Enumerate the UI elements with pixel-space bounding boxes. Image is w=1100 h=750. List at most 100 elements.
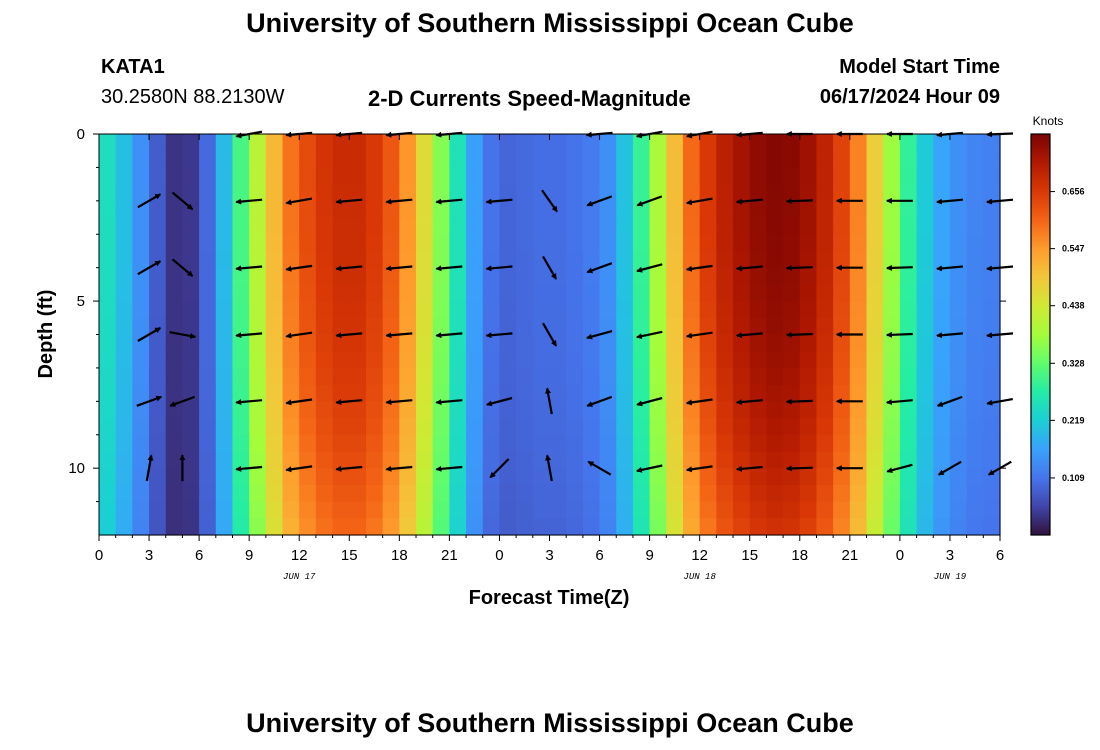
heatmap-cell	[599, 267, 617, 285]
heatmap-cell	[99, 334, 117, 352]
current-vector	[435, 399, 463, 406]
heatmap-cell	[582, 384, 601, 402]
current-vector	[735, 332, 763, 339]
heatmap-cell	[199, 351, 217, 369]
heatmap-cell	[783, 284, 801, 302]
heatmap-cell	[182, 150, 200, 169]
heatmap-cell	[599, 518, 617, 536]
heatmap-cell	[115, 518, 133, 536]
y-tick-label: 5	[77, 293, 85, 310]
heatmap-cell	[899, 200, 918, 219]
current-vector	[137, 260, 162, 276]
heatmap-cell	[632, 418, 651, 436]
heatmap-cell	[899, 468, 918, 486]
heatmap-cell	[365, 434, 384, 453]
heatmap-cell	[365, 301, 384, 319]
y-tick-label: 0	[77, 126, 85, 143]
heatmap-cell	[833, 184, 851, 202]
heatmap-cell	[949, 284, 968, 302]
heatmap-cell	[332, 167, 350, 185]
heatmap-cell	[883, 217, 901, 235]
heatmap-cell	[699, 217, 717, 235]
current-vector	[636, 195, 663, 207]
heatmap-cell	[199, 468, 217, 486]
heatmap-cell	[132, 167, 150, 185]
heatmap-cell	[466, 150, 484, 169]
heatmap-cell	[299, 367, 317, 386]
heatmap-cell	[399, 134, 417, 152]
heatmap-cell	[849, 451, 868, 469]
colorbar-label: 0.109	[1062, 473, 1085, 483]
heatmap-cell	[115, 150, 133, 169]
heatmap-cell	[149, 367, 167, 386]
heatmap-cell	[315, 150, 334, 169]
current-vector	[169, 331, 197, 339]
heatmap-cell	[399, 234, 417, 252]
heatmap-cell	[349, 384, 367, 402]
heatmap-cell	[349, 267, 367, 285]
heatmap-cell	[666, 351, 684, 369]
heatmap-cell	[382, 518, 400, 536]
heatmap-cell	[532, 518, 551, 536]
heatmap-cell	[499, 384, 517, 402]
heatmap-cell	[899, 150, 918, 169]
current-vector	[885, 399, 913, 406]
current-vector	[635, 330, 663, 340]
heatmap-cell	[499, 217, 517, 235]
heatmap-cell	[416, 367, 434, 386]
heatmap-cell	[432, 451, 450, 469]
heatmap-cell	[816, 384, 834, 402]
heatmap-cell	[632, 134, 651, 152]
heatmap-cell	[666, 367, 684, 386]
heatmap-cell	[416, 468, 434, 486]
heatmap-cell	[215, 150, 234, 169]
heatmap-cell	[599, 501, 617, 519]
heatmap-cell	[766, 301, 784, 319]
heatmap-cell	[399, 284, 417, 302]
heatmap-cell	[566, 317, 584, 336]
heatmap-cell	[516, 217, 534, 235]
heatmap-cell	[532, 167, 551, 185]
heatmap-cell	[249, 250, 267, 269]
heatmap-cell	[516, 150, 534, 169]
heatmap-cell	[466, 317, 484, 336]
heatmap-cell	[632, 367, 651, 386]
heatmap-cell	[416, 518, 434, 536]
heatmap-cell	[849, 484, 868, 503]
heatmap-cell	[616, 351, 634, 369]
heatmap-cell	[883, 301, 901, 319]
heatmap-cell	[666, 384, 684, 402]
heatmap-cell	[282, 418, 300, 436]
heatmap-cell	[132, 401, 150, 419]
heatmap-cell	[916, 501, 934, 519]
heatmap-cell	[232, 234, 250, 252]
heatmap-cell	[382, 351, 400, 369]
heatmap-cell	[299, 284, 317, 302]
heatmap-cell	[349, 217, 367, 235]
heatmap-cell	[432, 301, 450, 319]
heatmap-cell	[516, 167, 534, 185]
heatmap-cell	[682, 284, 701, 302]
heatmap-cell	[716, 167, 734, 185]
heatmap-cell	[716, 418, 734, 436]
heatmap-cell	[649, 334, 667, 352]
heatmap-cell	[199, 434, 217, 453]
heatmap-cell	[516, 384, 534, 402]
heatmap-cell	[933, 167, 951, 185]
heatmap-cell	[666, 134, 684, 152]
colorbar: Knots 0.109 0.219 0.328 0.438 0.547 0.656	[1030, 114, 1085, 536]
heatmap-cell	[132, 434, 150, 453]
heatmap-cell	[582, 234, 601, 252]
model-start-time: 06/17/2024 Hour 09	[819, 86, 1000, 108]
heatmap-cell	[432, 434, 450, 453]
heatmap-cell	[149, 217, 167, 235]
heatmap-cell	[365, 484, 384, 503]
heatmap-cell	[399, 384, 417, 402]
heatmap-cell	[416, 184, 434, 202]
heatmap-cell	[566, 217, 584, 235]
heatmap-cell	[399, 434, 417, 453]
heatmap-cell	[149, 150, 167, 169]
heatmap-cell	[499, 134, 517, 152]
heatmap-cell	[582, 250, 601, 269]
heatmap-cell	[566, 484, 584, 503]
